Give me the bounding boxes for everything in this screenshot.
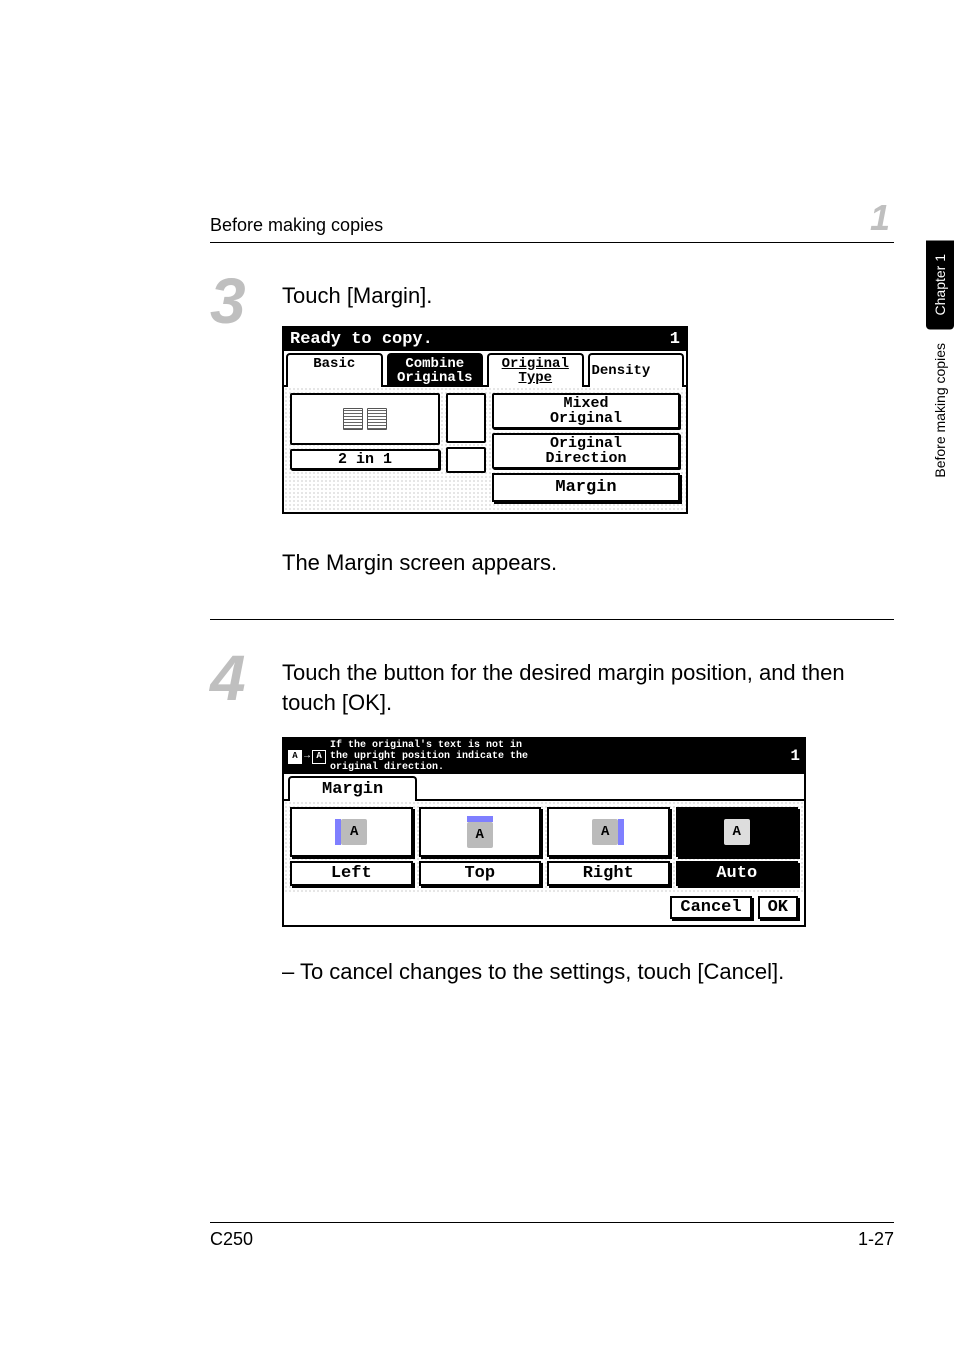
lcd1-2in1-icon-panel <box>290 393 440 445</box>
book-icon <box>367 408 387 430</box>
lcd-screen-2: A → A If the original's text is not in t… <box>282 737 806 927</box>
section-divider <box>210 619 894 620</box>
lcd2-tab-margin: Margin <box>288 776 417 801</box>
lcd1-2in1-button[interactable]: 2 in 1 <box>290 449 440 470</box>
header-chapter-number: 1 <box>870 200 890 236</box>
lcd1-status: Ready to copy. <box>290 330 433 349</box>
lcd2-option-auto[interactable]: A Auto <box>676 807 799 886</box>
lcd2-option-left-label: Left <box>290 861 413 886</box>
lcd1-original-direction-button[interactable]: Original Direction <box>492 433 680 469</box>
step-4-note: – To cancel changes to the settings, tou… <box>282 957 894 988</box>
step-4: 4 Touch the button for the desired margi… <box>210 650 894 988</box>
step-3-instruction: Touch [Margin]. <box>282 281 894 312</box>
lcd2-hint-text: If the original's text is not in the upr… <box>330 740 528 773</box>
lcd2-cancel-button[interactable]: Cancel <box>670 896 751 919</box>
lcd1-tab-combine[interactable]: Combine Originals <box>387 353 484 387</box>
lcd2-option-right-label: Right <box>547 861 670 886</box>
chapter-label-tab: Before making copies <box>928 329 952 492</box>
chapter-number-tab: Chapter 1 <box>926 240 954 329</box>
lcd2-option-right[interactable]: A Right <box>547 807 670 886</box>
lcd1-margin-button[interactable]: Margin <box>492 473 680 502</box>
lcd2-option-top[interactable]: A Top <box>419 807 542 886</box>
step-3-result: The Margin screen appears. <box>282 548 894 579</box>
lcd-screen-1: Ready to copy. 1 Basic Combine Originals… <box>282 326 688 514</box>
lcd1-blank-button <box>446 447 486 473</box>
step-4-instruction: Touch the button for the desired margin … <box>282 658 894 720</box>
page-header: Before making copies 1 <box>210 200 894 243</box>
lcd2-option-auto-label: Auto <box>676 861 799 886</box>
lcd2-ok-button[interactable]: OK <box>758 896 798 919</box>
lcd1-tab-original-type[interactable]: Original Type <box>487 353 584 387</box>
arrow-ab-icon: A → A <box>288 750 326 764</box>
lcd1-mixed-original-button[interactable]: Mixed Original <box>492 393 680 429</box>
lcd2-option-left[interactable]: A Left <box>290 807 413 886</box>
lcd2-count: 1 <box>790 748 800 766</box>
step-4-number: 4 <box>210 650 282 708</box>
lcd1-tab-density[interactable]: Density <box>588 353 685 387</box>
footer-right: 1-27 <box>858 1229 894 1250</box>
header-title: Before making copies <box>210 215 383 236</box>
step-3-number: 3 <box>210 273 282 331</box>
lcd2-option-top-label: Top <box>419 861 542 886</box>
page-footer: C250 1-27 <box>210 1222 894 1250</box>
lcd1-count: 1 <box>670 330 680 349</box>
footer-left: C250 <box>210 1229 253 1250</box>
step-3: 3 Touch [Margin]. Ready to copy. 1 Basic… <box>210 273 894 579</box>
book-icon <box>343 408 363 430</box>
lcd1-tab-basic[interactable]: Basic <box>286 353 383 387</box>
chapter-side-tab: Chapter 1 Before making copies <box>926 240 954 492</box>
lcd1-blank-panel <box>446 393 486 443</box>
